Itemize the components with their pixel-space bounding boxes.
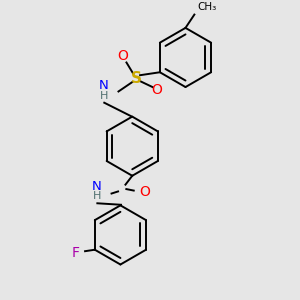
Text: O: O	[139, 185, 150, 199]
Text: O: O	[152, 83, 162, 97]
Text: CH₃: CH₃	[197, 2, 217, 12]
Text: N: N	[98, 79, 108, 92]
Text: N: N	[92, 180, 101, 193]
Text: F: F	[72, 246, 80, 260]
Text: H: H	[100, 91, 108, 101]
Text: O: O	[118, 49, 128, 63]
Text: S: S	[131, 71, 142, 86]
Text: H: H	[93, 191, 101, 202]
